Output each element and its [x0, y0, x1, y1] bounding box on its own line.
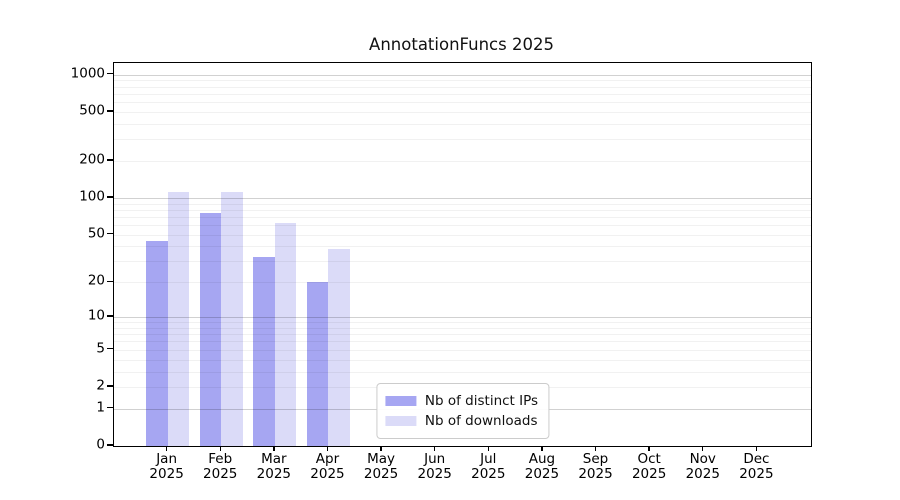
- x-tick-mark: [487, 446, 489, 451]
- y-tick-mark: [107, 280, 113, 283]
- y-tick-label-50: 50: [87, 224, 105, 241]
- y-tick-label-200: 200: [79, 151, 105, 168]
- y-tick-label-1000: 1000: [70, 65, 105, 81]
- legend-swatch-distinct-ips: [384, 396, 416, 406]
- plot-area: Nb of distinct IPs Nb of downloads: [113, 62, 812, 447]
- y-tick-label-2: 2: [96, 377, 105, 394]
- gridline-90: [114, 203, 811, 205]
- x-tick-mark: [273, 446, 275, 451]
- gridline-1000: [114, 74, 811, 76]
- y-tick-label-5: 5: [96, 339, 105, 356]
- legend-swatch-downloads: [384, 416, 416, 426]
- legend-entry-downloads: Nb of downloads: [384, 411, 538, 431]
- x-tick-mark: [219, 446, 221, 451]
- gridline-6: [114, 341, 811, 343]
- x-tick-label-apr: Apr 2025: [310, 451, 345, 482]
- gridline-9: [114, 322, 811, 324]
- gridline-100: [114, 198, 811, 199]
- x-tick-mark: [165, 446, 168, 451]
- gridline-10: [114, 317, 811, 319]
- gridline-7: [114, 334, 811, 336]
- x-tick-mark: [755, 446, 758, 451]
- gridline-60: [114, 225, 811, 227]
- x-tick-label-sep: Sep 2025: [578, 451, 613, 482]
- bar-apr-downloads: [328, 249, 350, 446]
- gridline-20: [114, 282, 811, 284]
- y-tick-mark: [107, 233, 113, 235]
- x-tick-label-feb: Feb 2025: [203, 451, 238, 482]
- gridline-40: [114, 246, 811, 248]
- gridline-8: [114, 327, 811, 329]
- gridline-400: [114, 123, 811, 125]
- x-tick-mark: [648, 446, 650, 451]
- x-tick-mark: [541, 446, 543, 451]
- y-tick-mark: [107, 196, 113, 198]
- y-tick-label-1: 1: [96, 399, 105, 415]
- gridline-900: [114, 80, 811, 82]
- x-tick-label-aug: Aug 2025: [524, 451, 560, 482]
- gridline-200: [114, 161, 811, 163]
- gridline-800: [114, 86, 811, 88]
- x-tick-mark: [433, 446, 436, 451]
- y-tick-mark: [107, 407, 113, 409]
- y-tick-mark: [107, 385, 113, 387]
- x-tick-mark: [380, 446, 382, 451]
- bar-apr-distinct-ips: [306, 282, 329, 446]
- bar-jan-downloads: [167, 192, 190, 446]
- y-tick-label-0: 0: [96, 436, 105, 453]
- y-tick-mark: [107, 444, 113, 446]
- x-tick-mark: [326, 446, 329, 451]
- x-tick-mark: [594, 446, 597, 451]
- bar-mar-downloads: [274, 223, 297, 446]
- y-tick-mark: [107, 348, 113, 350]
- x-tick-label-nov: Nov 2025: [685, 451, 720, 482]
- y-tick-mark: [107, 315, 113, 317]
- y-tick-label-500: 500: [79, 102, 105, 119]
- x-tick-mark: [702, 446, 704, 451]
- x-tick-label-jun: Jun 2025: [417, 451, 452, 482]
- gridline-700: [114, 93, 811, 95]
- legend-label-downloads: Nb of downloads: [424, 413, 538, 429]
- gridline-30: [114, 261, 811, 263]
- x-tick-label-jul: Jul 2025: [471, 451, 506, 482]
- y-tick-mark: [107, 159, 113, 161]
- gridline-300: [114, 139, 811, 141]
- gridline-80: [114, 209, 811, 211]
- x-tick-label-oct: Oct 2025: [631, 451, 667, 482]
- gridline-4: [114, 359, 811, 361]
- bar-feb-distinct-ips: [199, 212, 222, 446]
- bar-jan-distinct-ips: [146, 241, 168, 446]
- bar-mar-distinct-ips: [253, 256, 275, 446]
- chart-title: AnnotationFuncs 2025: [369, 35, 554, 54]
- gridline-70: [114, 216, 811, 218]
- y-tick-label-10: 10: [87, 307, 105, 324]
- y-tick-label-100: 100: [79, 188, 105, 205]
- y-tick-label-20: 20: [87, 272, 105, 289]
- gridline-500: [114, 111, 811, 113]
- x-tick-label-mar: Mar 2025: [256, 451, 292, 482]
- gridline-3: [114, 371, 811, 373]
- gridline-5: [114, 349, 811, 351]
- legend-label-distinct-ips: Nb of distinct IPs: [424, 393, 539, 409]
- bar-feb-downloads: [221, 191, 243, 446]
- y-tick-mark: [107, 110, 113, 112]
- gridline-600: [114, 102, 811, 104]
- legend: Nb of distinct IPs Nb of downloads: [375, 383, 550, 439]
- legend-entry-distinct-ips: Nb of distinct IPs: [384, 391, 539, 411]
- y-tick-mark: [107, 73, 113, 75]
- x-tick-label-jan: Jan 2025: [149, 451, 184, 482]
- x-tick-label-may: May 2025: [363, 451, 399, 482]
- gridline-50: [114, 234, 811, 236]
- x-tick-label-dec: Dec 2025: [739, 451, 774, 482]
